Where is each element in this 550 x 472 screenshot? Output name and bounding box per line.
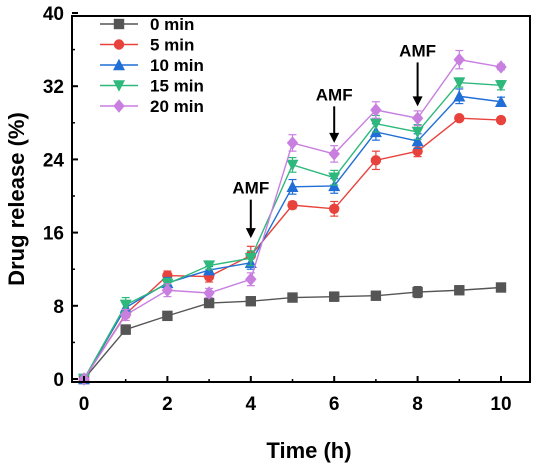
x-tick-label: 8 (412, 394, 423, 415)
data-point (411, 134, 424, 147)
data-point (245, 272, 257, 286)
y-tick-label: 8 (53, 297, 64, 318)
data-point (120, 324, 131, 335)
annotations: AMF AMF AMF (232, 41, 436, 239)
series-10-min (78, 88, 507, 385)
data-point (495, 95, 507, 107)
data-point (119, 299, 132, 312)
data-point (287, 292, 298, 303)
data-point (453, 52, 465, 67)
data-point (120, 308, 132, 322)
data-point (203, 260, 216, 272)
y-tick-label: 32 (43, 77, 64, 98)
y-tick-label: 16 (43, 224, 64, 245)
amf-annotation: AMF (399, 41, 436, 107)
series-line (83, 81, 502, 380)
data-point (286, 159, 299, 172)
data-point (244, 253, 257, 265)
data-point (328, 172, 341, 184)
data-point (370, 290, 382, 301)
amf-arrow-head (329, 132, 340, 143)
y-tick-label: 0 (53, 370, 64, 391)
data-point (369, 118, 382, 130)
amf-arrow-head (412, 96, 423, 107)
legend-marker (113, 80, 125, 92)
amf-label: AMF (316, 85, 353, 104)
data-point (370, 103, 382, 117)
data-point (162, 310, 173, 322)
data-point (453, 90, 466, 102)
data-point (286, 180, 299, 193)
amf-label: AMF (399, 41, 436, 60)
series-15-min (78, 77, 507, 386)
data-point (287, 199, 298, 211)
series-layer (78, 49, 507, 386)
data-point (495, 114, 507, 126)
x-axis-title: Time (h) (266, 438, 351, 463)
data-point (203, 286, 215, 300)
y-axis-title: Drug release (%) (4, 112, 29, 286)
legend-label: 10 min (150, 56, 204, 75)
data-point (495, 282, 507, 293)
legend-label: 0 min (150, 15, 194, 34)
x-tick-label: 4 (246, 394, 257, 415)
legend-label: 15 min (150, 77, 204, 96)
x-tick-label: 10 (490, 394, 511, 415)
y-tick-label: 24 (43, 150, 65, 171)
data-point (411, 111, 424, 125)
data-point (161, 283, 174, 297)
legend-item: 20 min (100, 97, 204, 116)
amf-annotation: AMF (232, 179, 269, 239)
data-point (412, 286, 423, 298)
amf-label: AMF (232, 179, 269, 198)
legend-item: 5 min (100, 36, 194, 55)
legend-item: 10 min (100, 56, 204, 75)
data-point (495, 80, 507, 92)
data-point (454, 113, 465, 124)
data-point (245, 296, 256, 307)
data-point (453, 77, 466, 89)
data-point (411, 126, 424, 139)
data-point (286, 136, 299, 150)
legend-marker (113, 58, 125, 71)
legend-marker (113, 18, 125, 30)
legend-marker (113, 99, 125, 113)
data-point (329, 291, 340, 302)
legend-marker (113, 39, 125, 50)
data-point (328, 147, 340, 161)
x-tick-label: 0 (79, 394, 90, 415)
data-point (495, 60, 507, 74)
data-point (370, 155, 382, 166)
x-tick-label: 2 (162, 394, 173, 415)
plot-frame (71, 15, 531, 383)
series-5-min (78, 113, 507, 385)
data-point (203, 297, 215, 309)
amf-annotation: AMF (316, 85, 353, 143)
legend-label: 5 min (150, 36, 194, 55)
y-tick-label: 40 (43, 4, 64, 25)
legend-item: 15 min (100, 77, 204, 96)
data-point (454, 285, 465, 296)
series-20-min (78, 49, 507, 386)
x-tick-label: 6 (329, 394, 340, 415)
amf-arrow-head (245, 228, 256, 239)
data-point (329, 203, 340, 215)
legend-item: 0 min (100, 15, 194, 34)
series-0-min (78, 282, 507, 385)
legend-label: 20 min (150, 97, 204, 116)
